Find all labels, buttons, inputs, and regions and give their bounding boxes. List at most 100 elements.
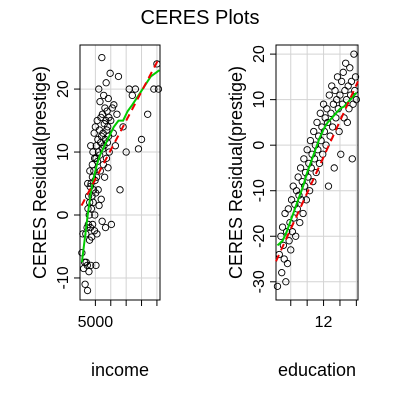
data-point	[283, 228, 291, 236]
panel-1: 5000 -10 0 10 20 income CERES Residual(prestig…	[30, 44, 163, 380]
data-point	[292, 187, 301, 195]
data-point	[278, 269, 286, 277]
data-point	[154, 85, 163, 93]
data-point	[96, 167, 104, 175]
data-point	[86, 167, 94, 175]
data-point	[95, 85, 103, 93]
data-point	[281, 209, 289, 218]
x-tick-label: 12	[315, 314, 333, 331]
data-point	[92, 261, 100, 270]
data-point	[346, 64, 354, 72]
figure-title: CERES Plots	[141, 7, 260, 29]
data-point	[328, 82, 336, 90]
data-point	[137, 135, 146, 144]
data-point	[119, 123, 127, 131]
data-point	[285, 237, 293, 245]
data-point	[287, 196, 296, 204]
data-point	[280, 255, 288, 263]
y-tick-label: 0	[55, 210, 72, 219]
data-point	[294, 173, 302, 181]
data-point	[330, 164, 338, 172]
data-point	[296, 218, 304, 227]
data-point	[283, 259, 292, 268]
data-point	[344, 82, 352, 90]
data-point	[279, 241, 288, 250]
plot-frame	[79, 44, 161, 301]
data-point	[100, 173, 109, 181]
data-point	[100, 91, 108, 100]
data-point	[310, 127, 318, 136]
data-point	[134, 145, 143, 153]
data-point	[98, 217, 106, 225]
x-axis-label: education	[278, 360, 356, 380]
data-point	[275, 250, 283, 259]
data-point	[306, 136, 315, 145]
component-line	[80, 57, 161, 207]
data-point	[106, 69, 114, 77]
data-point	[94, 186, 102, 194]
y-tick-label: -10	[55, 266, 72, 289]
data-point	[325, 91, 333, 99]
y-tick-label: 10	[251, 91, 268, 109]
data-point	[114, 72, 123, 81]
data-point	[303, 146, 311, 154]
data-point	[282, 278, 290, 286]
data-point	[85, 268, 93, 276]
component-line	[275, 81, 359, 262]
y-tick-label: 20	[251, 45, 268, 63]
data-point	[96, 98, 104, 106]
data-point	[352, 95, 361, 104]
data-point	[296, 164, 305, 172]
data-point	[347, 77, 356, 86]
y-tick-label: -10	[251, 179, 268, 202]
data-point	[95, 201, 103, 210]
y-tick-label: 20	[55, 80, 72, 98]
data-point	[110, 101, 118, 109]
data-point	[102, 79, 110, 87]
data-point	[348, 155, 356, 163]
y-axis-label: CERES Residual(prestige)	[30, 66, 50, 279]
data-point	[316, 109, 324, 117]
data-point	[83, 286, 92, 295]
smooth-line	[276, 92, 358, 247]
data-point	[304, 173, 312, 181]
data-point	[144, 110, 152, 118]
data-point	[315, 159, 324, 168]
x-tick-label: 5000	[78, 314, 114, 331]
data-point	[150, 85, 158, 93]
data-point	[116, 186, 124, 194]
data-point	[333, 73, 342, 81]
data-point	[287, 246, 295, 254]
data-point	[87, 142, 95, 150]
data-point	[342, 59, 350, 67]
y-tick-label: 10	[55, 143, 72, 161]
data-point	[345, 105, 353, 113]
y-tick-label: -20	[251, 225, 268, 248]
data-point	[336, 91, 344, 99]
data-point	[98, 53, 106, 62]
data-point	[105, 148, 113, 156]
data-point	[300, 155, 308, 163]
data-point	[351, 73, 360, 81]
data-point	[107, 220, 116, 229]
data-point	[81, 280, 89, 288]
data-point	[97, 195, 105, 203]
data-point	[323, 105, 331, 113]
data-point	[292, 232, 300, 240]
data-point	[128, 91, 136, 100]
data-point	[350, 50, 358, 58]
data-point	[335, 127, 343, 136]
data-point	[321, 114, 329, 122]
data-point	[88, 233, 96, 241]
data-point	[324, 118, 332, 127]
data-point	[87, 261, 95, 270]
data-point	[337, 77, 346, 86]
data-point	[305, 187, 314, 195]
data-point	[327, 109, 335, 117]
data-point	[85, 211, 93, 219]
data-point	[101, 223, 110, 232]
data-point	[122, 148, 130, 156]
data-point	[104, 164, 112, 172]
x-axis-label: income	[91, 360, 149, 380]
